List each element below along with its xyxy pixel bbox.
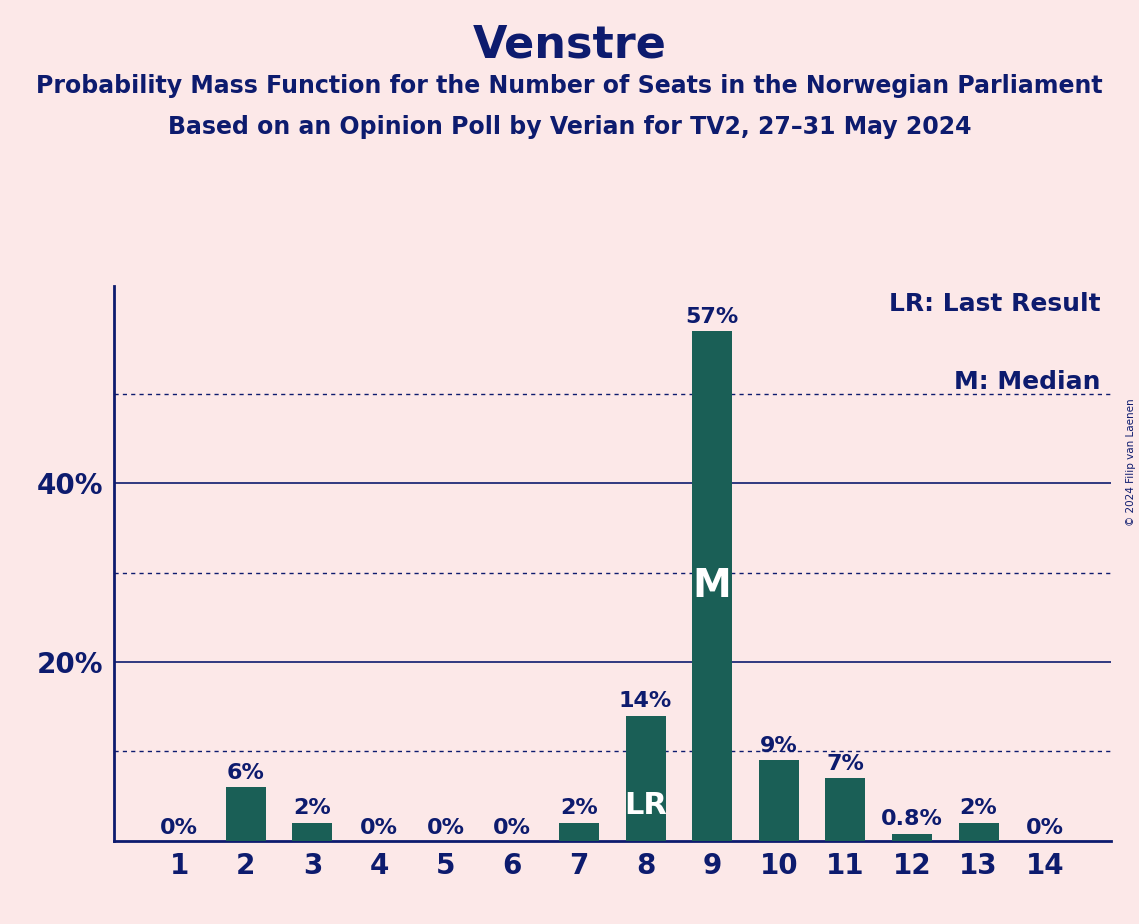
Text: 7%: 7% bbox=[827, 754, 865, 773]
Text: M: M bbox=[693, 567, 731, 605]
Bar bbox=[759, 760, 798, 841]
Text: Based on an Opinion Poll by Verian for TV2, 27–31 May 2024: Based on an Opinion Poll by Verian for T… bbox=[167, 115, 972, 139]
Bar bbox=[293, 823, 333, 841]
Text: 0%: 0% bbox=[493, 818, 531, 838]
Text: 9%: 9% bbox=[760, 736, 797, 756]
Text: LR: Last Result: LR: Last Result bbox=[888, 292, 1100, 316]
Text: 0%: 0% bbox=[161, 818, 198, 838]
Bar bbox=[892, 833, 932, 841]
Text: 0%: 0% bbox=[360, 818, 398, 838]
Text: 0.8%: 0.8% bbox=[882, 809, 943, 829]
Text: 0%: 0% bbox=[1026, 818, 1064, 838]
Bar bbox=[625, 716, 665, 841]
Text: LR: LR bbox=[624, 791, 667, 821]
Bar bbox=[559, 823, 599, 841]
Text: 57%: 57% bbox=[686, 307, 739, 327]
Bar bbox=[826, 778, 866, 841]
Bar bbox=[693, 331, 732, 841]
Text: M: Median: M: Median bbox=[954, 370, 1100, 394]
Text: © 2024 Filip van Laenen: © 2024 Filip van Laenen bbox=[1126, 398, 1136, 526]
Text: 14%: 14% bbox=[618, 691, 672, 711]
Bar bbox=[959, 823, 999, 841]
Text: Venstre: Venstre bbox=[473, 23, 666, 67]
Bar bbox=[226, 787, 265, 841]
Text: Probability Mass Function for the Number of Seats in the Norwegian Parliament: Probability Mass Function for the Number… bbox=[36, 74, 1103, 98]
Text: 2%: 2% bbox=[560, 798, 598, 819]
Text: 2%: 2% bbox=[294, 798, 331, 819]
Text: 6%: 6% bbox=[227, 762, 264, 783]
Text: 2%: 2% bbox=[960, 798, 998, 819]
Text: 0%: 0% bbox=[427, 818, 465, 838]
